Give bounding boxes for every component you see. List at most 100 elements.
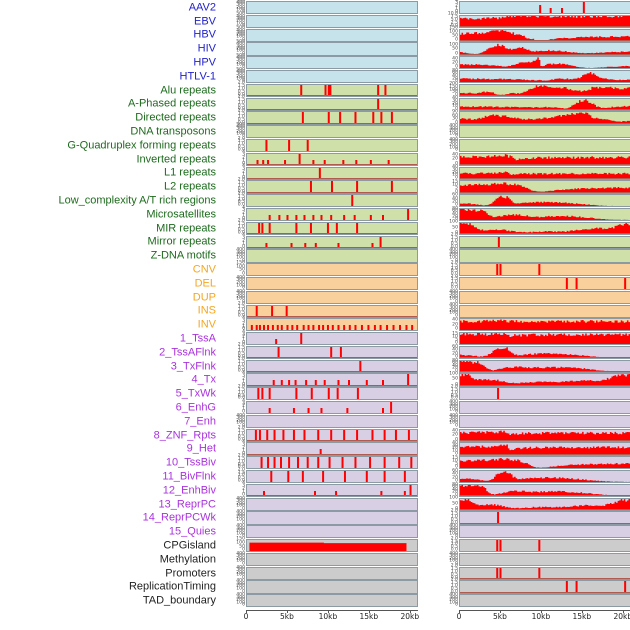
track-panel-l-13-reprpc[interactable] <box>246 497 418 511</box>
track-panel-l-tad-boundary[interactable] <box>246 594 418 608</box>
track-panel-l-ebv[interactable] <box>246 14 418 28</box>
track-panel-l-directed-repeats[interactable] <box>246 111 418 125</box>
track-panel-l-cpgisland[interactable] <box>246 539 418 553</box>
track-panel-r-htlv-1[interactable] <box>459 69 630 84</box>
track-panel-r-tad-boundary[interactable] <box>459 594 630 608</box>
track-panel-l-aav2[interactable] <box>246 1 418 15</box>
track-panel-l-methylation[interactable] <box>246 552 418 566</box>
track-panel-r-15-quies[interactable] <box>459 525 630 539</box>
track-panel-r-inverted-repeats[interactable] <box>459 152 630 166</box>
axis-tick-label: 5 <box>455 337 458 343</box>
track-panel-l-dna-transposons[interactable] <box>246 125 418 139</box>
track-panel-l-8-znf-rpts[interactable] <box>246 428 418 442</box>
track-panel-l-dup[interactable] <box>246 290 418 304</box>
track-panel-r-l1-repeats[interactable] <box>459 166 630 180</box>
track-panel-r-alu-repeats[interactable] <box>459 83 630 97</box>
track-panel-r-replicationtiming[interactable] <box>459 580 630 594</box>
track-panel-r-del[interactable] <box>459 276 630 291</box>
axis-tick-label: 0.0 <box>237 189 245 195</box>
track-panel-r-directed-repeats[interactable] <box>459 111 630 125</box>
track-panel-l-1-tssa[interactable] <box>246 332 418 346</box>
track-panel-r-hbv[interactable] <box>459 28 630 42</box>
track-panel-l-htlv-1[interactable] <box>246 69 418 84</box>
track-panel-l-4-tx[interactable] <box>246 373 418 387</box>
track-panel-l-l1-repeats[interactable] <box>246 166 418 180</box>
track-panel-r-1-tssa[interactable] <box>459 332 630 346</box>
track-panel-r-ins[interactable] <box>459 304 630 318</box>
track-panel-l-15-quies[interactable] <box>246 525 418 539</box>
track-panel-l-mir-repeats[interactable] <box>246 221 418 235</box>
track-panel-r-2-tssaflnk[interactable] <box>459 345 630 360</box>
track-panel-r-cpgisland[interactable] <box>459 539 630 553</box>
track-panel-r-4-tx[interactable] <box>459 373 630 387</box>
track-panel-r-9-het[interactable] <box>459 442 630 456</box>
axis-tick-label: 50 <box>452 46 458 52</box>
track-panel-l-l2-repeats[interactable] <box>246 180 418 194</box>
track-panel-r-ebv[interactable] <box>459 14 630 28</box>
track-panel-l-alu-repeats[interactable] <box>246 83 418 97</box>
track-baseline <box>247 219 417 221</box>
track-panel-r-g-quadruplex-forming-repeats[interactable] <box>459 138 630 153</box>
track-baseline <box>460 178 630 179</box>
track-panel-r-7-enh[interactable] <box>459 414 630 429</box>
track-panel-l-del[interactable] <box>246 276 418 291</box>
track-panel-l-microsatellites[interactable] <box>246 207 418 222</box>
track-panel-r-promoters[interactable] <box>459 566 630 580</box>
track-signal-canvas <box>460 112 630 124</box>
track-panel-l-3-txflnk[interactable] <box>246 359 418 373</box>
track-panel-l-cnv[interactable] <box>246 263 418 277</box>
track-panel-r-methylation[interactable] <box>459 552 630 566</box>
track-panel-l-ins[interactable] <box>246 304 418 318</box>
track-panel-r-5-txwk[interactable] <box>459 387 630 401</box>
track-panel-r-aav2[interactable] <box>459 1 630 15</box>
track-panel-r-low-complexity-a-t-rich-regions[interactable] <box>459 194 630 208</box>
track-panel-l-10-tssbiv[interactable] <box>246 456 418 470</box>
track-panel-l-g-quadruplex-forming-repeats[interactable] <box>246 138 418 153</box>
track-panel-r-8-znf-rpts[interactable] <box>459 428 630 442</box>
track-panel-r-inv[interactable] <box>459 318 630 332</box>
track-panel-r-14-reprpcwk[interactable] <box>459 511 630 525</box>
track-panel-l-7-enh[interactable] <box>246 414 418 429</box>
track-panel-r-l2-repeats[interactable] <box>459 180 630 194</box>
track-panel-r-mirror-repeats[interactable] <box>459 235 630 249</box>
axis-tick-label: 100 <box>449 407 458 413</box>
track-panel-l-a-phased-repeats[interactable] <box>246 97 418 111</box>
track-panel-l-inv[interactable] <box>246 318 418 332</box>
axis-tick-label: 2.0 <box>237 108 245 114</box>
track-panel-l-6-enhg[interactable] <box>246 401 418 415</box>
track-panel-r-microsatellites[interactable] <box>459 207 630 222</box>
track-panel-l-2-tssaflnk[interactable] <box>246 345 418 360</box>
track-panel-r-z-dna-motifs[interactable] <box>459 249 630 263</box>
track-panel-r-hpv[interactable] <box>459 56 630 70</box>
track-panel-l-14-reprpcwk[interactable] <box>246 511 418 525</box>
track-panel-r-11-bivflnk[interactable] <box>459 470 630 484</box>
track-panel-r-6-enhg[interactable] <box>459 401 630 415</box>
track-panel-r-12-enhbiv[interactable] <box>459 483 630 498</box>
track-panel-r-hiv[interactable] <box>459 42 630 56</box>
track-panel-l-12-enhbiv[interactable] <box>246 483 418 498</box>
track-panel-l-11-bivflnk[interactable] <box>246 470 418 484</box>
track-panel-l-mirror-repeats[interactable] <box>246 235 418 249</box>
track-panel-r-13-reprpc[interactable] <box>459 497 630 511</box>
track-panel-l-9-het[interactable] <box>246 442 418 456</box>
track-panel-r-10-tssbiv[interactable] <box>459 456 630 470</box>
track-panel-l-low-complexity-a-t-rich-regions[interactable] <box>246 194 418 208</box>
x-axis-tick-mark <box>622 610 624 613</box>
track-panel-r-a-phased-repeats[interactable] <box>459 97 630 111</box>
axis-tick-label: 0 <box>242 547 245 553</box>
track-panel-r-cnv[interactable] <box>459 263 630 277</box>
track-panel-l-z-dna-motifs[interactable] <box>246 249 418 263</box>
track-panel-l-promoters[interactable] <box>246 566 418 580</box>
track-panel-r-3-txflnk[interactable] <box>459 359 630 373</box>
track-panel-l-hpv[interactable] <box>246 56 418 70</box>
track-signal-canvas <box>460 595 630 607</box>
track-panel-l-hbv[interactable] <box>246 28 418 42</box>
track-panel-l-inverted-repeats[interactable] <box>246 152 418 166</box>
track-signal-canvas <box>460 250 630 262</box>
track-panel-l-hiv[interactable] <box>246 42 418 56</box>
track-panel-r-dna-transposons[interactable] <box>459 125 630 139</box>
track-panel-r-mir-repeats[interactable] <box>459 221 630 235</box>
track-panel-l-5-txwk[interactable] <box>246 387 418 401</box>
track-panel-r-dup[interactable] <box>459 290 630 304</box>
track-panel-l-replicationtiming[interactable] <box>246 580 418 594</box>
